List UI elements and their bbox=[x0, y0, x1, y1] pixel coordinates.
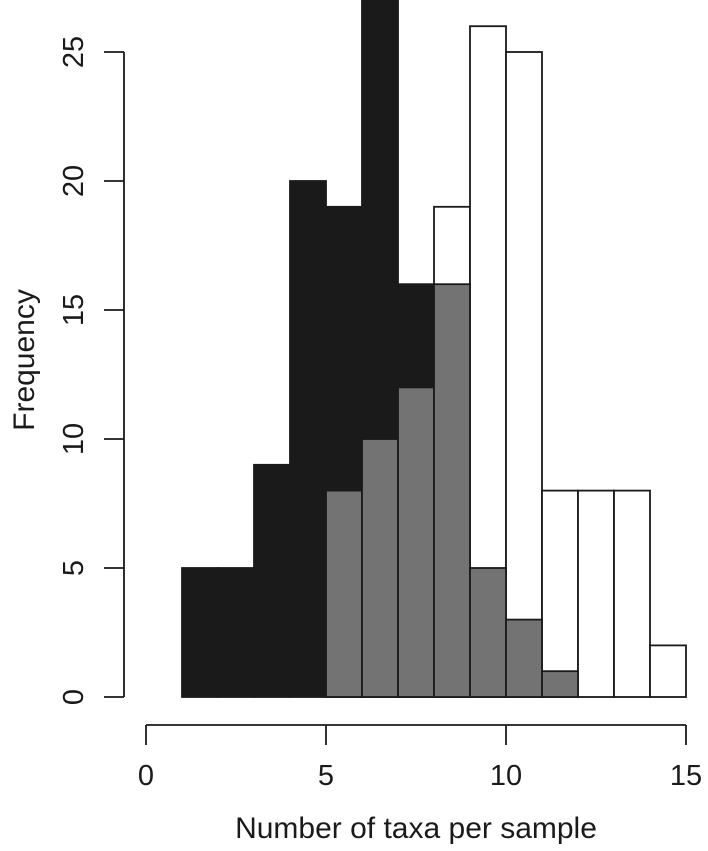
bar-series1-bin-3-4 bbox=[253, 463, 291, 698]
bar-series3-bin-9-10 bbox=[469, 567, 507, 698]
y-tick-label: 20 bbox=[58, 165, 90, 197]
y-axis-title: Frequency bbox=[8, 289, 41, 431]
bar-series3-bin-5-6 bbox=[325, 489, 363, 698]
x-tick-label: 0 bbox=[138, 760, 154, 792]
histogram-bars bbox=[181, 0, 687, 698]
x-tick-label: 10 bbox=[490, 760, 522, 792]
y-tick-label: 15 bbox=[58, 294, 90, 326]
y-tick-label: 10 bbox=[58, 423, 90, 455]
x-axis: 0 5 10 15 bbox=[138, 724, 702, 792]
bar-series3-bin-10-11 bbox=[505, 618, 543, 698]
x-axis-title: Number of taxa per sample bbox=[235, 812, 597, 845]
bar-series1-bin-2-3 bbox=[217, 567, 255, 698]
y-axis: 0 5 10 15 20 25 bbox=[58, 36, 125, 705]
x-tick-label: 15 bbox=[670, 760, 702, 792]
bar-series1-bin-1-2 bbox=[181, 567, 219, 698]
bar-series3-bin-11-12 bbox=[541, 670, 579, 698]
y-tick-label: 25 bbox=[58, 36, 90, 68]
y-tick-label: 0 bbox=[58, 689, 90, 705]
bar-series2-bin-10-11 bbox=[505, 51, 543, 698]
bar-series2-bin-11-12 bbox=[541, 489, 579, 698]
bar-series2-bin-14-15 bbox=[649, 644, 687, 698]
bar-series3-bin-6-7 bbox=[361, 438, 399, 698]
bar-series2-bin-12-13 bbox=[577, 489, 615, 698]
bar-series3-bin-8-9 bbox=[433, 283, 471, 698]
y-tick-label: 5 bbox=[58, 560, 90, 576]
x-tick-label: 5 bbox=[318, 760, 334, 792]
bar-series3-bin-7-8 bbox=[397, 386, 435, 698]
bar-series2-bin-13-14 bbox=[613, 489, 651, 698]
bar-series1-bin-4-5 bbox=[289, 180, 327, 698]
